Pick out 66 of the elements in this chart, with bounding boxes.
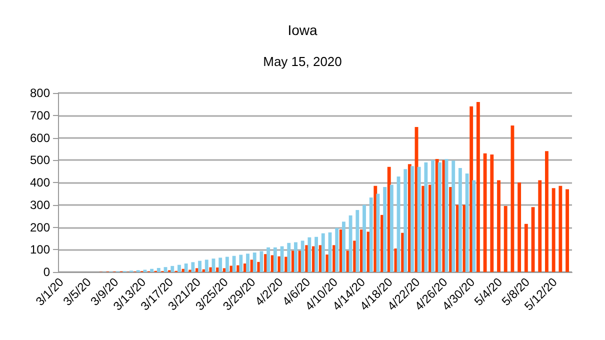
- bar: [150, 268, 154, 272]
- bar: [294, 242, 298, 272]
- bar: [497, 180, 500, 272]
- bar: [246, 254, 250, 272]
- bar: [198, 260, 202, 272]
- bar: [239, 254, 243, 272]
- bar: [184, 264, 188, 272]
- bar: [321, 233, 325, 272]
- bar: [156, 268, 160, 272]
- bar: [348, 215, 352, 272]
- bar: [545, 151, 548, 272]
- bar: [504, 206, 508, 272]
- bar: [438, 162, 442, 272]
- y-tick-label: 200: [30, 220, 50, 234]
- bar: [390, 184, 394, 272]
- bar: [342, 222, 346, 272]
- bar: [170, 266, 174, 272]
- bar: [314, 236, 318, 272]
- bar: [483, 153, 487, 272]
- bar: [308, 237, 312, 272]
- bar: [424, 162, 428, 272]
- bar: [369, 197, 373, 272]
- bar: [164, 267, 168, 272]
- chart-subtitle: May 15, 2020: [263, 54, 342, 69]
- bar: [538, 180, 542, 272]
- bar: [260, 251, 264, 272]
- bar: [518, 182, 522, 272]
- bar: [410, 166, 414, 272]
- bar: [452, 160, 456, 272]
- bar: [417, 166, 421, 272]
- bar: [558, 186, 562, 272]
- bar: [465, 174, 469, 272]
- bar: [472, 180, 476, 272]
- y-tick-label: 400: [30, 176, 50, 190]
- bar: [383, 186, 387, 272]
- bar: [404, 169, 408, 272]
- bar: [252, 252, 256, 272]
- y-tick-label: 700: [30, 108, 50, 122]
- bar: [476, 102, 480, 272]
- bar: [300, 240, 304, 272]
- y-tick-label: 300: [30, 198, 50, 212]
- chart-title: Iowa: [288, 22, 318, 38]
- bar: [356, 210, 360, 272]
- y-tick-label: 600: [30, 130, 50, 145]
- bar: [232, 256, 236, 272]
- y-tick-label: 0: [43, 265, 50, 279]
- y-tick-label: 100: [30, 242, 50, 257]
- bar: [431, 160, 435, 272]
- bar: [266, 247, 270, 272]
- bar: [218, 258, 222, 272]
- bar: [458, 168, 462, 272]
- bar: [362, 204, 366, 272]
- bar: [510, 125, 514, 272]
- bar: [178, 264, 181, 272]
- bar: [524, 224, 528, 272]
- bar: [335, 228, 339, 272]
- bar: [566, 189, 569, 272]
- bar: [273, 247, 277, 272]
- bar: [225, 256, 229, 272]
- bar: [552, 188, 556, 272]
- bar: [204, 260, 208, 272]
- y-tick-label: 800: [30, 86, 50, 100]
- y-tick-label: 500: [30, 153, 50, 168]
- bar: [287, 242, 291, 272]
- bar: [490, 154, 494, 272]
- bar: [191, 262, 195, 272]
